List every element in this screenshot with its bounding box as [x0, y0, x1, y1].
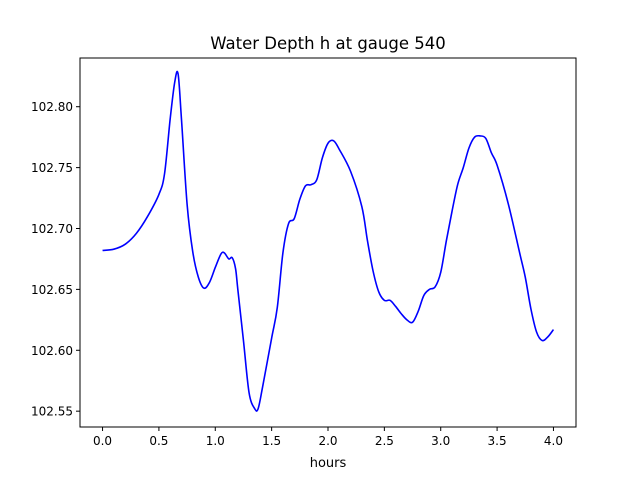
y-tick-label: 102.70: [31, 222, 73, 236]
x-tick-label: 1.0: [206, 434, 225, 448]
chart-title: Water Depth h at gauge 540: [210, 34, 445, 53]
plot-area: [102, 70, 555, 412]
y-tick-label: 102.75: [31, 161, 73, 175]
series-line: [102, 70, 555, 412]
y-tick-label: 102.60: [31, 344, 73, 358]
x-tick-label: 2.5: [375, 434, 394, 448]
x-tick-label: 0.0: [93, 434, 112, 448]
x-tick-label: 0.5: [149, 434, 168, 448]
y-tick-label: 102.55: [31, 405, 73, 419]
axes-frame: [79, 57, 577, 428]
axes: 0.0 0.5 1.0 1.5 2.0 2.5 3.0 3.5 4.0 102.55 102.60 1…: [31, 100, 563, 448]
x-tick-label: 2.0: [318, 434, 337, 448]
y-tick-label: 102.65: [31, 283, 73, 297]
x-tick-label: 4.0: [544, 434, 563, 448]
x-axis-label: hours: [310, 456, 347, 471]
x-tick-label: 3.5: [488, 434, 507, 448]
x-tick-label: 3.0: [431, 434, 450, 448]
x-tick-label: 1.5: [262, 434, 281, 448]
y-tick-label: 102.80: [31, 100, 73, 114]
